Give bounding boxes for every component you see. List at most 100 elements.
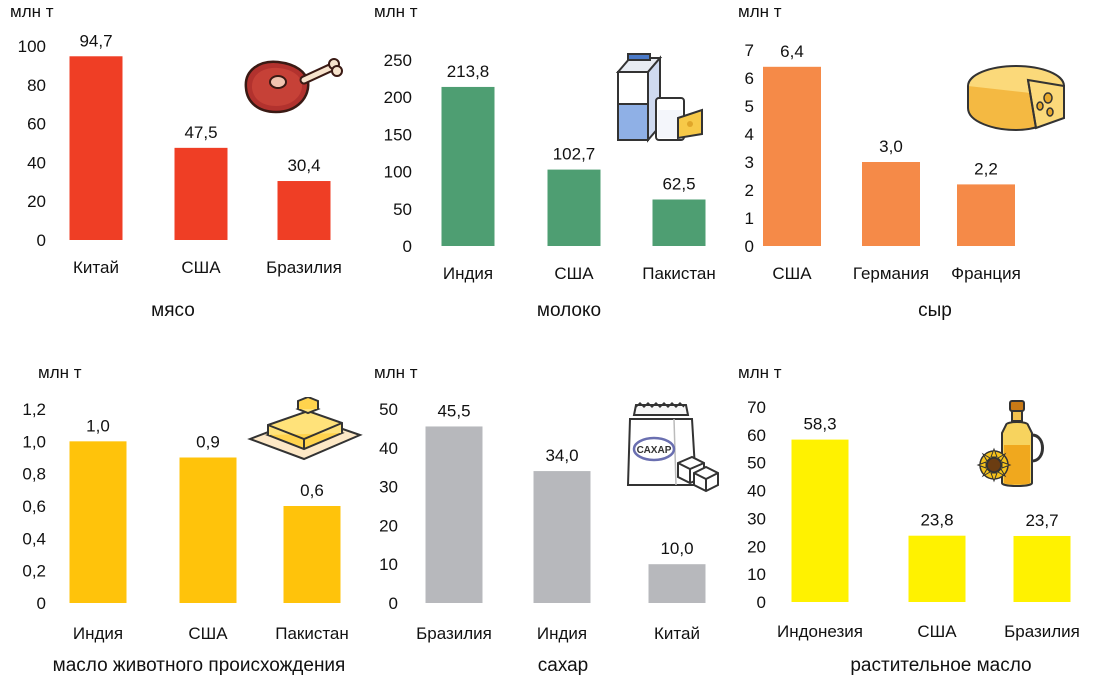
bar-chart-meat: 0 20 40 60 80 100 94,7 Китай 47,5 США 30,4 Бразилия bbox=[18, 31, 342, 277]
x-category-label: Индонезия bbox=[777, 622, 863, 641]
x-category-label: Германия bbox=[853, 264, 929, 283]
chart-caption: сахар bbox=[537, 655, 589, 676]
chart-panel-vegetable-oil: млн т 0 10 20 30 40 50 60 70 58,3 Индонезия 23,8 СШ… bbox=[732, 339, 1098, 678]
bar-value-label: 47,5 bbox=[184, 123, 217, 142]
x-category-label: Пакистан bbox=[275, 624, 349, 643]
y-tick-label: 3 bbox=[745, 153, 754, 172]
x-category-label: Индия bbox=[537, 624, 587, 643]
bar-chart-butter: 0 0,2 0,4 0,6 0,8 1,0 1,2 1,0 Индия 0,9 США 0,6 Паки… bbox=[22, 400, 349, 643]
y-tick-label: 7 bbox=[745, 41, 754, 60]
x-category-label: Китай bbox=[73, 258, 119, 277]
y-unit-label: млн т bbox=[374, 2, 418, 21]
y-unit-label: млн т bbox=[738, 363, 782, 382]
chart-panel-cheese: млн т 0 1 2 3 4 5 6 7 6,4 США 3,0 Германия 2,2 Франци… bbox=[732, 0, 1098, 339]
bar-value-label: 10,0 bbox=[660, 539, 693, 558]
x-category-label: Китай bbox=[654, 624, 700, 643]
chart-panel-milk: млн т 0 50 100 150 200 250 213,8 Индия 102,7 США 6… bbox=[366, 0, 732, 339]
x-category-label: Бразилия bbox=[416, 624, 492, 643]
y-tick-label: 0 bbox=[745, 237, 754, 256]
y-unit-label: млн т bbox=[374, 363, 418, 382]
bar-value-label: 0,9 bbox=[196, 433, 220, 452]
y-tick-label: 0 bbox=[757, 593, 766, 612]
y-tick-label: 100 bbox=[18, 37, 46, 56]
bar-value-label: 213,8 bbox=[447, 62, 490, 81]
bar-value-label: 1,0 bbox=[86, 416, 110, 435]
y-tick-label: 40 bbox=[379, 439, 398, 458]
bar bbox=[441, 86, 495, 246]
bar bbox=[763, 66, 821, 246]
chart-caption: растительное масло bbox=[850, 655, 1032, 676]
sugar-bag-icon: САХАР bbox=[626, 401, 719, 493]
y-tick-label: 2 bbox=[745, 181, 754, 200]
bar-value-label: 62,5 bbox=[662, 175, 695, 194]
oil-bottle-icon bbox=[976, 400, 1044, 487]
bar-value-label: 2,2 bbox=[974, 159, 998, 178]
sugar-bag-label: САХАР bbox=[637, 445, 672, 456]
meat-icon bbox=[244, 58, 343, 114]
bar-chart-sugar: 0 10 20 30 40 50 45,5 Бразилия 34,0 Индия 10,0 Кита… bbox=[379, 400, 706, 643]
y-tick-label: 10 bbox=[379, 555, 398, 574]
x-category-label: Индия bbox=[443, 264, 493, 283]
x-category-label: Бразилия bbox=[266, 258, 342, 277]
bar bbox=[648, 564, 706, 603]
y-tick-label: 150 bbox=[384, 125, 412, 144]
bar-value-label: 94,7 bbox=[79, 31, 112, 50]
bar-value-label: 23,7 bbox=[1025, 511, 1058, 530]
bar-value-label: 45,5 bbox=[437, 401, 470, 420]
y-tick-label: 60 bbox=[27, 115, 46, 134]
bar bbox=[652, 199, 706, 246]
y-tick-label: 1 bbox=[745, 209, 754, 228]
bar bbox=[791, 439, 849, 602]
x-category-label: США bbox=[554, 264, 594, 283]
x-category-label: Пакистан bbox=[642, 264, 716, 283]
chart-panel-meat: млн т 0 20 40 60 80 100 94,7 Китай 47,5 США 30,4 Бр… bbox=[0, 0, 366, 339]
y-tick-label: 20 bbox=[747, 537, 766, 556]
bar bbox=[283, 506, 341, 603]
bar bbox=[908, 535, 966, 602]
y-tick-label: 6 bbox=[745, 69, 754, 88]
bar bbox=[957, 184, 1015, 246]
chart-panel-sugar: млн т 0 10 20 30 40 50 45,5 Бразилия 34,0 Индия 10… bbox=[366, 339, 732, 678]
bar-value-label: 58,3 bbox=[803, 415, 836, 434]
y-tick-label: 0 bbox=[37, 594, 46, 613]
y-tick-label: 0,2 bbox=[22, 562, 46, 581]
y-tick-label: 250 bbox=[384, 51, 412, 70]
bar bbox=[179, 457, 237, 603]
y-tick-label: 50 bbox=[747, 454, 766, 473]
y-tick-label: 0,4 bbox=[22, 529, 46, 548]
y-tick-label: 30 bbox=[747, 509, 766, 528]
x-category-label: США bbox=[772, 264, 812, 283]
chart-caption: сыр bbox=[918, 300, 952, 321]
bar bbox=[69, 441, 127, 603]
y-unit-label: млн т bbox=[10, 2, 54, 21]
bar bbox=[533, 471, 591, 603]
chart-caption: молоко bbox=[536, 300, 602, 321]
y-tick-label: 4 bbox=[745, 125, 754, 144]
y-tick-label: 0 bbox=[37, 231, 46, 250]
chart-panel-butter: млн т 0 0,2 0,4 0,6 0,8 1,0 1,2 1,0 Индия 0,9 США 0… bbox=[0, 339, 366, 678]
x-category-label: США bbox=[917, 622, 957, 641]
y-tick-label: 40 bbox=[27, 153, 46, 172]
bar bbox=[425, 426, 483, 603]
y-tick-label: 1,2 bbox=[22, 400, 46, 419]
bar-chart-vegetable-oil: 0 10 20 30 40 50 60 70 58,3 Индонезия 23,8 США 23,7 Б… bbox=[747, 398, 1080, 641]
bar bbox=[862, 162, 920, 246]
y-tick-label: 1,0 bbox=[22, 432, 46, 451]
y-tick-label: 60 bbox=[747, 426, 766, 445]
bar-value-label: 23,8 bbox=[920, 511, 953, 530]
y-tick-label: 50 bbox=[379, 400, 398, 419]
bar bbox=[174, 147, 228, 240]
bar-value-label: 6,4 bbox=[780, 42, 804, 61]
y-tick-label: 0,8 bbox=[22, 465, 46, 484]
y-tick-label: 40 bbox=[747, 482, 766, 501]
bar-value-label: 34,0 bbox=[545, 446, 578, 465]
y-unit-label: млн т bbox=[738, 2, 782, 21]
y-tick-label: 20 bbox=[27, 192, 46, 211]
y-tick-label: 20 bbox=[379, 516, 398, 535]
bar-value-label: 30,4 bbox=[287, 156, 320, 175]
bar-value-label: 0,6 bbox=[300, 481, 324, 500]
y-tick-label: 100 bbox=[384, 163, 412, 182]
x-category-label: США bbox=[181, 258, 221, 277]
x-category-label: Франция bbox=[951, 264, 1021, 283]
cheese-icon bbox=[967, 65, 1065, 132]
